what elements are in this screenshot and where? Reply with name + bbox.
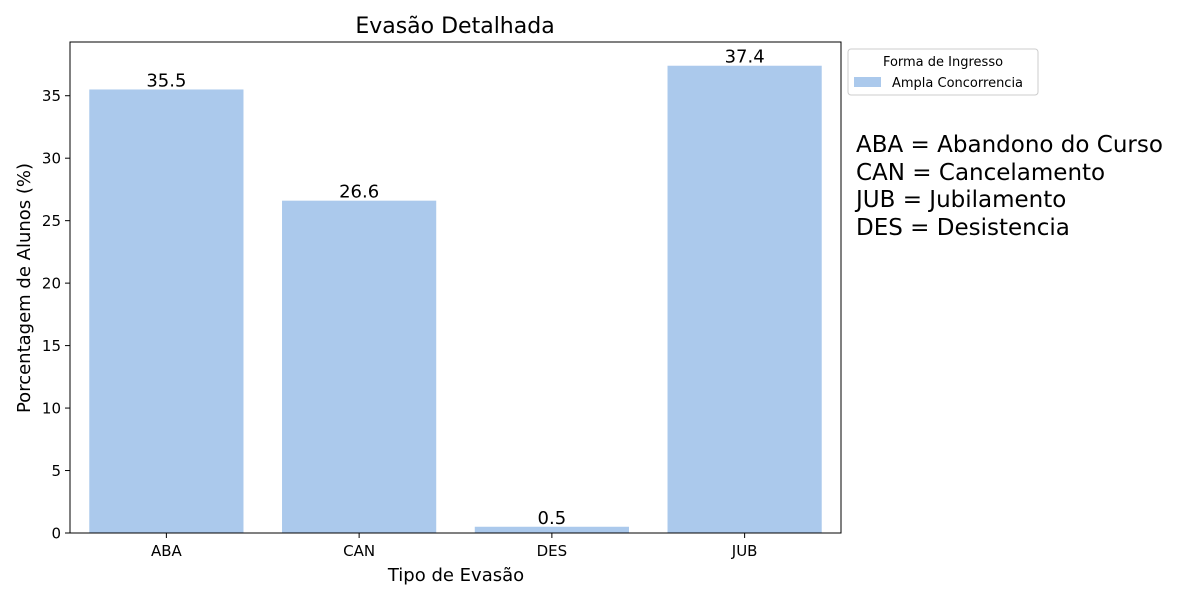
plot-frame — [69, 41, 842, 534]
chart-title: Evasão Detalhada — [355, 14, 554, 39]
x-tick-label-can: CAN — [343, 542, 375, 560]
abbreviation-line: ABA = Abandono do Curso — [856, 132, 1163, 158]
value-label-des: 0.5 — [538, 508, 567, 529]
value-label-aba: 35.5 — [146, 70, 186, 91]
y-axis-ticks: 0 5 10 15 20 25 30 35 — [42, 87, 70, 543]
legend-entry-label: Ampla Concorrencia — [892, 76, 1023, 91]
y-axis-label: Porcentagem de Alunos (%) — [14, 163, 35, 413]
y-tick-label: 25 — [42, 212, 61, 230]
x-tick-label-aba: ABA — [151, 542, 183, 560]
y-tick-label: 30 — [42, 150, 61, 168]
legend: Forma de Ingresso Ampla Concorrencia — [847, 48, 1039, 96]
x-tick-label-des: DES — [537, 542, 568, 560]
value-label-jub: 37.4 — [725, 47, 765, 68]
value-labels-group: 35.5 26.6 0.5 37.4 — [146, 47, 764, 529]
legend-frame — [847, 48, 1039, 96]
y-tick-label: 20 — [42, 275, 61, 293]
abbreviation-line: DES = Desistencia — [856, 214, 1070, 241]
y-tick-label: 0 — [51, 525, 61, 543]
legend-title: Forma de Ingresso — [883, 55, 1003, 70]
value-label-can: 26.6 — [339, 182, 379, 203]
bar-des — [474, 526, 629, 533]
abbreviation-line: CAN = Cancelamento — [856, 159, 1106, 186]
y-tick-label: 35 — [42, 87, 61, 105]
y-tick-label: 10 — [42, 400, 61, 418]
bar-aba — [89, 89, 244, 533]
x-axis-ticks: ABA CAN DES JUB — [151, 533, 758, 560]
x-tick-label-jub: JUB — [731, 542, 758, 560]
bar-jub — [667, 65, 822, 533]
legend-swatch — [854, 77, 881, 87]
x-axis-label: Tipo de Evasão — [387, 565, 524, 586]
bar-can — [282, 200, 437, 534]
y-tick-label: 5 — [51, 462, 61, 480]
bars-group — [89, 65, 822, 534]
abbreviation-key: ABA = Abandono do Curso CAN = Cancelamen… — [856, 132, 1163, 242]
y-tick-label: 15 — [42, 337, 61, 355]
abbreviation-line: JUB = Jubilamento — [856, 187, 1067, 213]
